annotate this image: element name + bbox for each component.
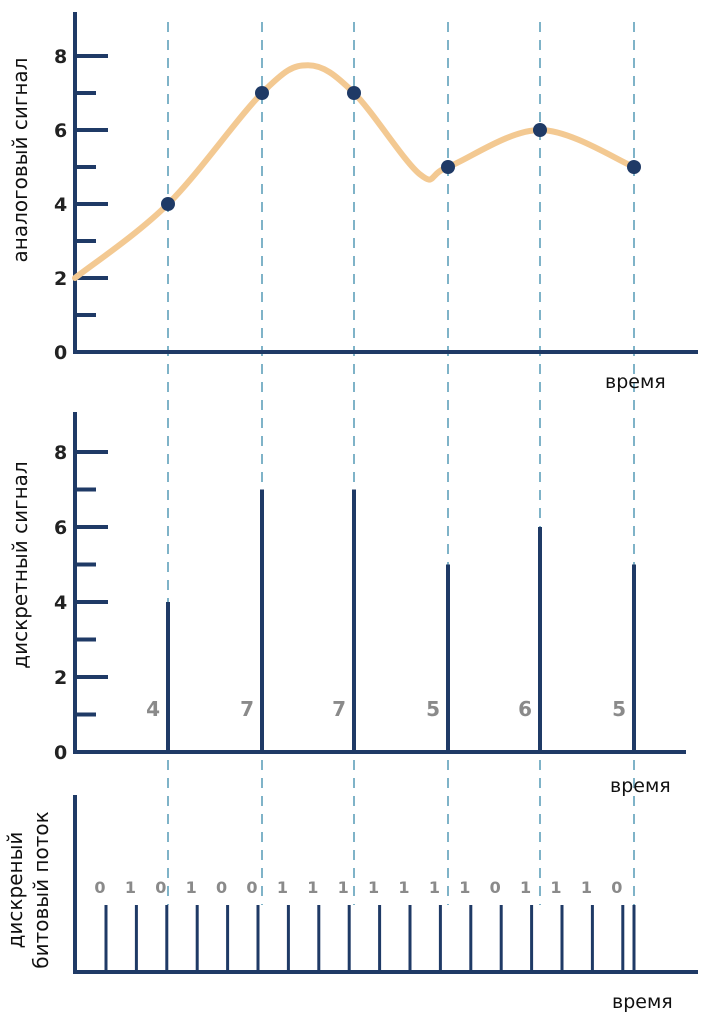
discrete-y-ticks: 0 2 4 6 8 — [54, 442, 108, 764]
analog-y-axis-label: аналоговый сигнал — [8, 58, 32, 263]
analog-sample-point-1 — [161, 197, 175, 211]
analog-tick-label-8: 8 — [54, 46, 67, 68]
bit-label-8: 1 — [307, 878, 318, 897]
bit-label-13: 1 — [459, 878, 470, 897]
bit-label-16: 1 — [550, 878, 561, 897]
analog-signal-panel: аналоговый сигнал 0 2 4 6 8 время — [8, 12, 698, 393]
bitstream-y-axis-label-line2: битовый поток — [29, 811, 53, 968]
analog-sample-point-4 — [441, 160, 455, 174]
discrete-tick-label-0: 0 — [54, 742, 67, 764]
discrete-value-label-4: 5 — [426, 697, 440, 721]
analog-y-ticks: 0 2 4 6 8 — [54, 46, 108, 364]
bit-label-12: 1 — [429, 878, 440, 897]
discrete-tick-label-2: 2 — [54, 667, 67, 689]
bit-label-5: 0 — [216, 878, 227, 897]
bit-label-15: 1 — [520, 878, 531, 897]
discrete-tick-label-6: 6 — [54, 517, 67, 539]
discrete-x-axis-label: время — [610, 775, 671, 797]
discrete-tick-label-8: 8 — [54, 442, 67, 464]
analog-sample-point-3 — [347, 86, 361, 100]
discrete-value-label-3: 7 — [332, 697, 346, 721]
discrete-value-label-1: 4 — [146, 697, 160, 721]
analog-tick-label-2: 2 — [54, 268, 67, 290]
bit-label-11: 1 — [398, 878, 409, 897]
bit-label-7: 1 — [277, 878, 288, 897]
analog-x-axis-label: время — [605, 371, 666, 393]
analog-sample-point-5 — [533, 123, 547, 137]
analog-tick-label-4: 4 — [54, 194, 67, 216]
bitstream-y-axis-label-line1: дискреный — [3, 832, 27, 949]
discrete-value-labels: 4 7 7 5 6 5 — [146, 697, 626, 721]
bit-label-9: 1 — [338, 878, 349, 897]
discrete-signal-panel: дискретный сигнал 0 2 4 6 8 4 7 7 5 6 5 время — [8, 412, 686, 797]
discrete-tick-label-4: 4 — [54, 592, 67, 614]
discrete-y-axis-label: дискретный сигнал — [8, 461, 32, 668]
analog-sample-point-2 — [255, 86, 269, 100]
discrete-sample-spikes — [166, 489, 636, 752]
discrete-value-label-6: 5 — [612, 697, 626, 721]
bit-label-3: 0 — [155, 878, 166, 897]
analog-tick-label-6: 6 — [54, 120, 67, 142]
analog-sample-points — [161, 86, 641, 211]
bit-label-2: 1 — [125, 878, 136, 897]
discrete-value-label-2: 7 — [240, 697, 254, 721]
bit-label-10: 1 — [368, 878, 379, 897]
bitstream-x-axis-label: время — [612, 991, 673, 1013]
analog-tick-label-0: 0 — [54, 342, 67, 364]
bit-label-1: 0 — [94, 878, 105, 897]
bit-label-4: 1 — [186, 878, 197, 897]
bit-label-14: 0 — [490, 878, 501, 897]
bit-label-17: 1 — [581, 878, 592, 897]
bit-label-18: 0 — [611, 878, 622, 897]
discrete-value-label-5: 6 — [518, 697, 532, 721]
analog-sample-point-6 — [627, 160, 641, 174]
bit-label-6: 0 — [246, 878, 257, 897]
